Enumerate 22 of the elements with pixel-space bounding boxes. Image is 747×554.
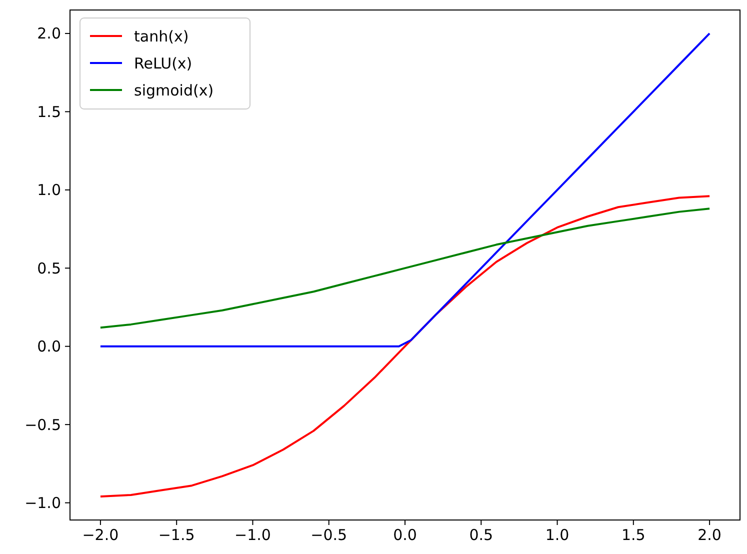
legend-label: tanh(x) [134, 27, 189, 46]
y-tick-label: 0.0 [37, 338, 61, 356]
x-tick-label: 2.0 [698, 526, 722, 544]
legend-label: ReLU(x) [134, 54, 192, 72]
y-tick-label: 2.0 [37, 24, 61, 43]
x-tick-label: −1.5 [158, 526, 195, 544]
line-series [99, 32, 711, 348]
y-tick-label: 0.5 [37, 259, 61, 278]
x-tick-label: 1.0 [545, 526, 570, 544]
x-tick-label: −2.0 [82, 526, 119, 544]
line-series [99, 195, 711, 498]
x-tick-label: 1.5 [621, 526, 646, 544]
y-tick-label: −1.0 [24, 494, 61, 512]
x-tick-label: 0.0 [393, 526, 417, 544]
x-tick-label: −0.5 [310, 526, 348, 544]
y-tick-label: 1.0 [37, 181, 61, 200]
x-tick-label: 0.5 [469, 526, 494, 544]
y-tick-label: 1.5 [37, 102, 61, 121]
x-tick-label: −1.0 [234, 526, 271, 544]
y-tick-label: −0.5 [24, 416, 61, 434]
line-series [99, 208, 711, 329]
legend-label: sigmoid(x) [134, 81, 214, 100]
